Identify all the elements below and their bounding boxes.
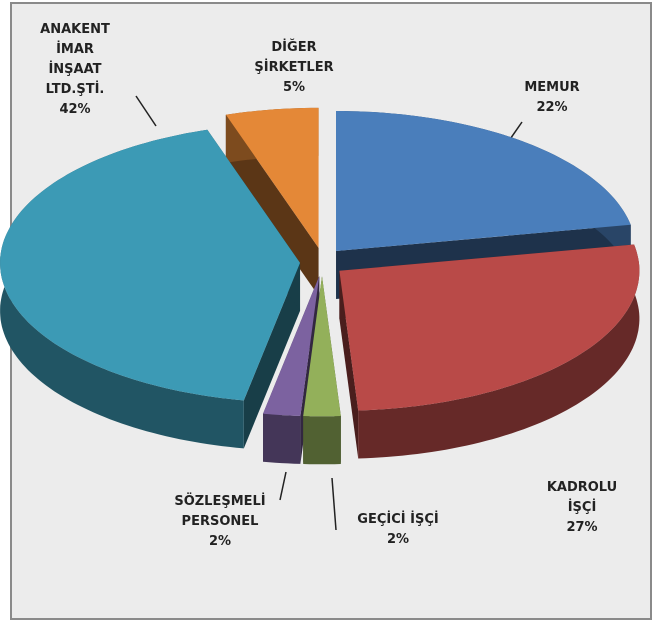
data-label: KADROLU İŞÇİ 27% <box>537 478 627 538</box>
category-label: SÖZLEŞMELİ PERSONEL <box>174 494 266 529</box>
slice <box>336 111 631 251</box>
category-label: MEMUR <box>524 80 580 95</box>
category-label: KADROLU İŞÇİ <box>546 480 618 515</box>
data-label: DİĞER ŞİRKETLER 5% <box>239 38 349 98</box>
slice-tops <box>0 107 640 417</box>
slice <box>303 276 341 417</box>
value-label: 2% <box>208 534 232 549</box>
value-label: 27% <box>566 520 598 535</box>
slice-side <box>339 270 359 459</box>
data-label: SÖZLEŞMELİ PERSONEL 2% <box>160 492 280 552</box>
slice <box>225 107 319 248</box>
category-label: DİĞER ŞİRKETLER <box>254 40 334 75</box>
slice-wall <box>303 416 341 465</box>
value-label: 5% <box>282 80 306 95</box>
category-label: ANAKENT İMAR İNŞAAT LTD.ŞTİ. <box>40 22 110 97</box>
slice <box>0 129 301 401</box>
leader-line <box>331 477 337 531</box>
slice <box>339 244 640 411</box>
slice-side <box>243 262 301 449</box>
data-label: GEÇİCİ İŞÇİ 2% <box>333 510 463 550</box>
slice-wall <box>263 413 301 464</box>
leader-line <box>135 95 157 127</box>
data-label: MEMUR 22% <box>497 78 607 118</box>
slice-wall <box>358 244 640 459</box>
data-label: ANAKENT İMAR İNŞAAT LTD.ŞTİ. 42% <box>35 20 115 120</box>
value-label: 42% <box>59 102 91 117</box>
slice-side <box>225 114 319 296</box>
value-label: 2% <box>386 532 410 547</box>
slice <box>263 276 320 416</box>
value-label: 22% <box>536 100 568 115</box>
leader-line <box>279 471 287 501</box>
category-label: GEÇİCİ İŞÇİ <box>357 512 439 527</box>
